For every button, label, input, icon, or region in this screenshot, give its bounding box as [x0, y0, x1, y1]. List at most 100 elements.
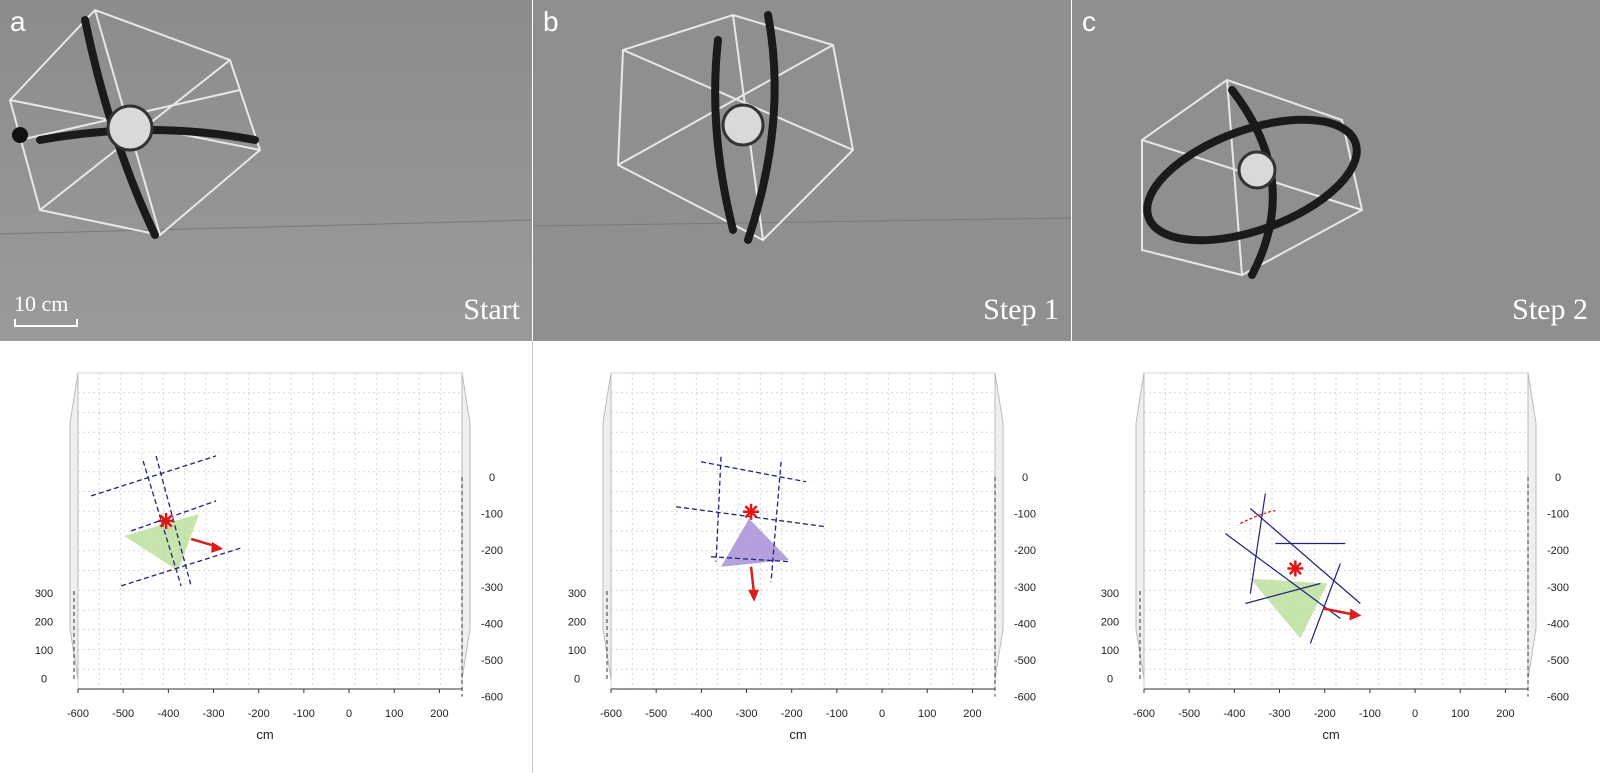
y-tick-label: -100	[1014, 509, 1036, 521]
robot-photo-c	[1072, 0, 1600, 341]
motion-arrow-shaft	[749, 566, 756, 594]
robot-edge-line	[130, 500, 217, 532]
right-wall	[461, 372, 471, 680]
x-tick-label: 200	[1496, 708, 1514, 720]
y-tick-label: -300	[1014, 582, 1036, 594]
x-tick-label: -600	[67, 708, 89, 720]
scale-bar-line	[14, 319, 78, 327]
x-tick-label: -500	[112, 708, 134, 720]
plot-panel-a: -600 -500 -400 -300 -200 -100 0 100 200 cm 0 -100 -2…	[0, 341, 532, 773]
y-tick-label: -300	[1547, 582, 1569, 594]
z-tick-label: 100	[568, 645, 586, 657]
photo-panel-c: c Step 2	[1072, 0, 1600, 341]
z-tick-label: 300	[568, 588, 586, 600]
x-axis-label: cm	[1322, 727, 1339, 742]
x-tick-label: 100	[1451, 708, 1469, 720]
x-tick-label: -400	[690, 708, 712, 720]
y-tick-label: -100	[1547, 509, 1569, 521]
x-tick-label: -200	[1314, 708, 1336, 720]
photo-panel-a: a Start 10 cm	[0, 0, 532, 341]
x-tick-label: -400	[157, 708, 179, 720]
center-of-mass-marker	[743, 503, 760, 520]
z-tick-label: 300	[1101, 588, 1119, 600]
motion-arrow-shaft	[1323, 607, 1354, 616]
photo-panel-b: b Step 1	[533, 0, 1071, 341]
x-tick-label: -400	[1223, 708, 1245, 720]
y-tick-label: -400	[481, 618, 503, 630]
z-tick-label: 300	[35, 588, 53, 600]
y-tick-label: 0	[489, 472, 495, 484]
plot-panel-c: -600 -500 -400 -300 -200 -100 0 100 200 cm 0 -100 -2…	[1066, 341, 1598, 773]
robot-edge-line	[711, 556, 792, 563]
center-of-mass-marker	[1287, 560, 1304, 577]
z-tick-label: 200	[1101, 617, 1119, 629]
y-tick-label: -600	[1547, 692, 1569, 704]
x-tick-label: -300	[203, 708, 225, 720]
y-tick-label: -500	[481, 655, 503, 667]
x-tick-label: -100	[826, 708, 848, 720]
star-stroke	[744, 505, 758, 519]
x-tick-label: -600	[600, 708, 622, 720]
z-tick-label: 200	[35, 617, 53, 629]
z-tick-label: 100	[1101, 645, 1119, 657]
x-tick-label: -600	[1133, 708, 1155, 720]
star-stroke	[1288, 561, 1302, 576]
step-label: Step 2	[1512, 293, 1588, 326]
robot-edge-line	[1309, 563, 1341, 644]
x-tick-label: -200	[248, 708, 270, 720]
x-tick-label: -500	[645, 708, 667, 720]
plot-b-svg: -600 -500 -400 -300 -200 -100 0 100 200 cm 0 -100 -2…	[568, 372, 1036, 742]
left-wall	[1135, 372, 1145, 680]
robot-edge-line	[1224, 533, 1341, 619]
x-tick-label: -300	[1269, 708, 1291, 720]
z-tick-label: 0	[41, 674, 47, 686]
y-tick-label: 0	[1555, 472, 1561, 484]
scale-bar-label: 10 cm	[14, 291, 69, 316]
z-tick-label: 0	[1107, 674, 1113, 686]
x-tick-label: -100	[293, 708, 315, 720]
right-wall	[1527, 372, 1537, 680]
right-wall	[994, 372, 1004, 680]
motion-arrow-head	[748, 589, 760, 602]
y-tick-label: -400	[1014, 618, 1036, 630]
robot-edge-line	[1249, 508, 1361, 604]
step-label: Start	[463, 293, 520, 326]
x-tick-label: 100	[918, 708, 936, 720]
y-tick-label: -400	[1547, 618, 1569, 630]
motion-arrow-head	[211, 541, 224, 553]
y-tick-label: -500	[1014, 655, 1036, 667]
star-stroke	[159, 514, 173, 528]
z-tick-label: 200	[568, 617, 586, 629]
plot-c-svg: -600 -500 -400 -300 -200 -100 0 100 200 cm 0 -100 -2…	[1101, 372, 1569, 742]
motion-arrow-head	[1349, 608, 1362, 621]
robot-edge-line	[1245, 582, 1321, 605]
x-tick-label: -500	[1178, 708, 1200, 720]
robot-edge-line	[90, 455, 217, 497]
center-of-mass-marker	[158, 512, 175, 529]
trajectory-path	[1240, 509, 1276, 525]
y-tick-label: 0	[1022, 472, 1028, 484]
x-axis-label: cm	[789, 727, 806, 742]
x-axis-label: cm	[256, 727, 273, 742]
plot-panel-b: -600 -500 -400 -300 -200 -100 0 100 200 cm 0 -100 -2…	[533, 341, 1065, 773]
panel-divider	[532, 341, 533, 773]
robot-photo-a	[0, 0, 532, 341]
x-tick-label: 200	[963, 708, 981, 720]
panel-letter: c	[1082, 6, 1096, 37]
left-wall	[69, 372, 79, 680]
x-tick-label: 0	[346, 708, 352, 720]
support-triangle	[124, 513, 200, 571]
robot-photo-b	[533, 0, 1071, 341]
robot-edge-line	[700, 461, 807, 483]
y-tick-label: -300	[481, 582, 503, 594]
left-wall	[602, 372, 612, 680]
x-tick-label: -100	[1359, 708, 1381, 720]
support-triangle	[1250, 578, 1328, 639]
plot-a-svg: -600 -500 -400 -300 -200 -100 0 100 200 cm 0 -100 -2…	[35, 372, 503, 742]
x-tick-label: 100	[385, 708, 403, 720]
y-tick-label: -200	[1014, 545, 1036, 557]
step-label: Step 1	[983, 293, 1059, 326]
robot-edge-line	[1249, 493, 1266, 594]
y-tick-label: -600	[481, 692, 503, 704]
y-tick-label: -500	[1547, 655, 1569, 667]
